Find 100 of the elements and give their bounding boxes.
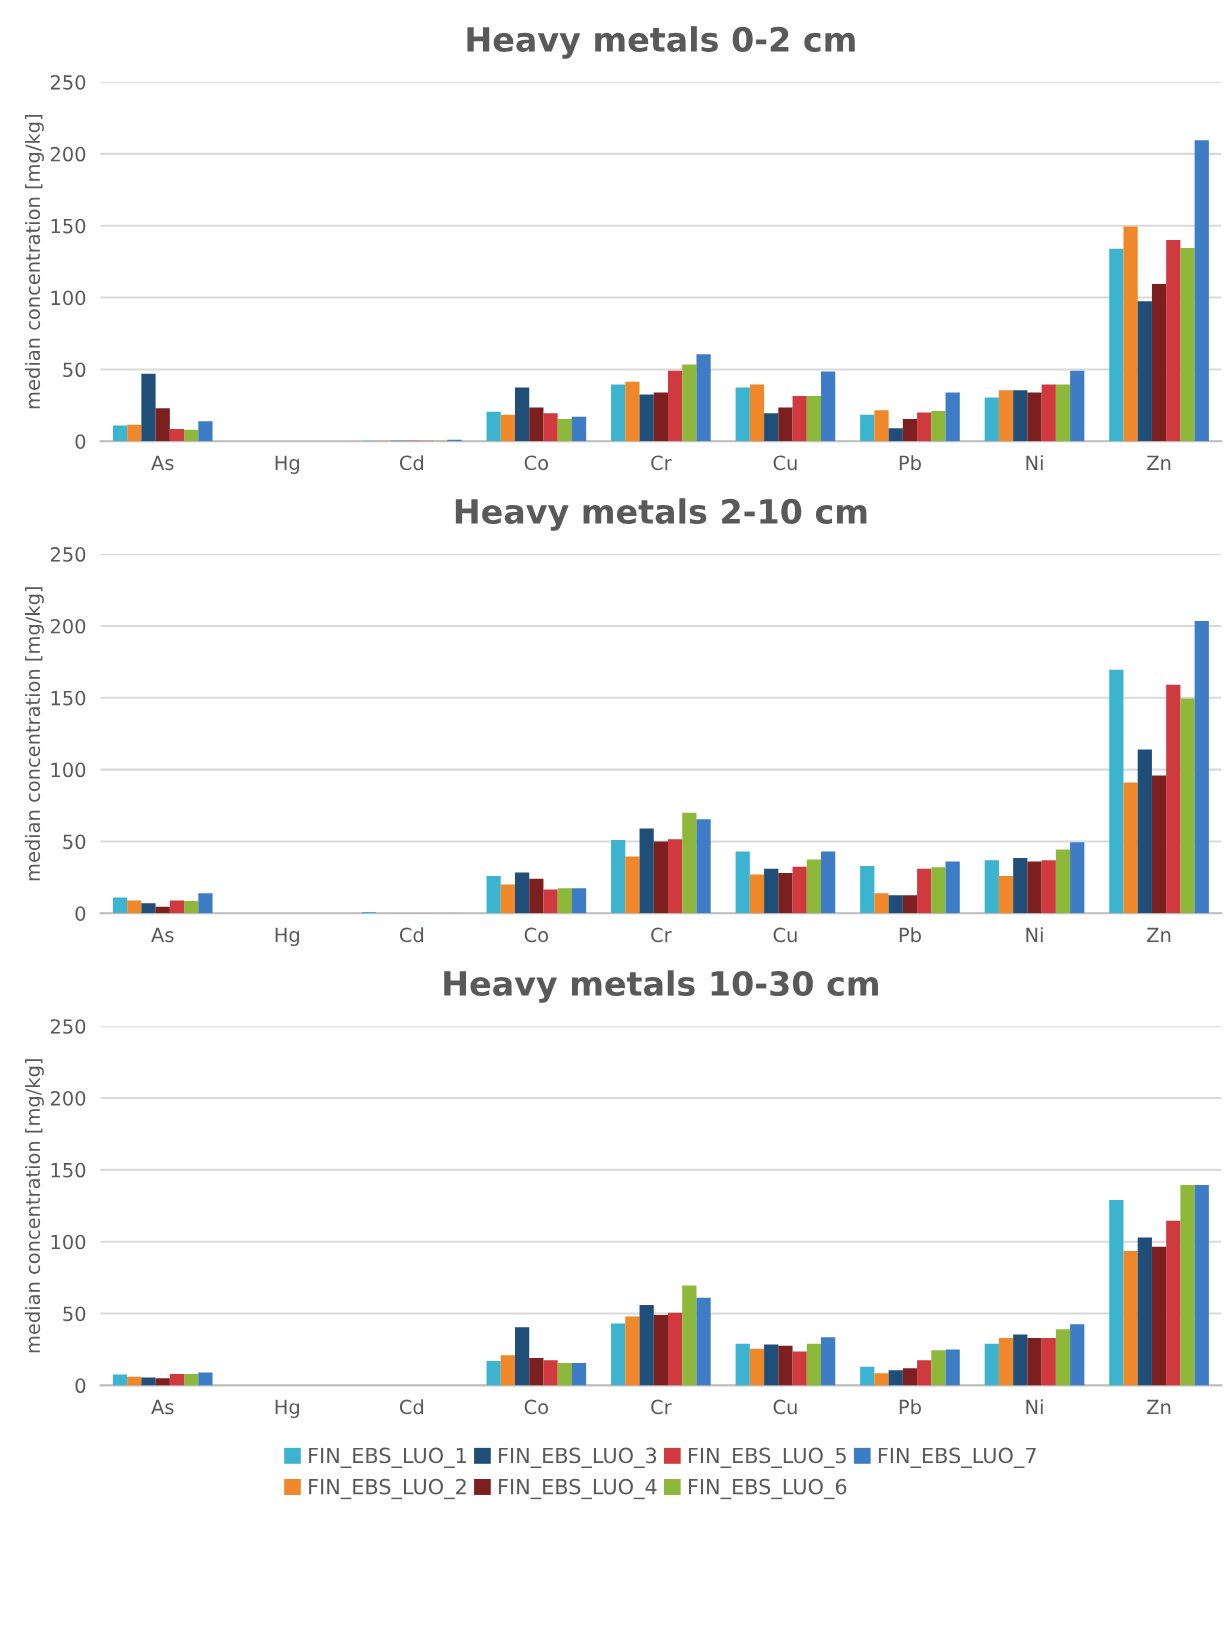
bar	[792, 1351, 807, 1386]
bar	[611, 384, 626, 442]
bar	[749, 874, 765, 914]
bar	[792, 396, 807, 442]
y-tick-label: 50	[63, 834, 86, 850]
bar	[735, 1343, 750, 1386]
bar	[653, 1314, 668, 1386]
x-tick-label: As	[151, 455, 174, 471]
bar	[155, 408, 170, 442]
bar	[1137, 1237, 1152, 1386]
bar	[486, 1360, 501, 1386]
x-tick-label: Hg	[275, 1399, 299, 1419]
legend-label: FIN_EBS_LUO_7	[878, 1447, 1036, 1468]
bar	[888, 895, 903, 914]
bar	[155, 906, 170, 914]
y-axis-title: median concentration [mg/kg]	[25, 1059, 44, 1353]
bar	[888, 428, 903, 442]
bar	[557, 888, 572, 914]
bar	[917, 1360, 932, 1386]
chart-title: Heavy metals 10-30 cm	[444, 970, 878, 1003]
bar	[1013, 858, 1028, 914]
x-tick-label: Pb	[899, 455, 921, 471]
bar	[169, 1373, 185, 1386]
bar	[931, 1350, 946, 1386]
y-tick-label: 250	[50, 1019, 86, 1034]
bar	[486, 411, 501, 442]
bar	[1137, 301, 1152, 442]
bar	[874, 893, 889, 914]
x-tick-label: Co	[524, 1399, 549, 1415]
legend-label: FIN_EBS_LUO_1	[309, 1447, 466, 1468]
x-tick-label: Pb	[899, 927, 921, 943]
bar	[198, 1372, 213, 1386]
bar	[778, 1345, 793, 1386]
x-tick-label: Cr	[651, 455, 672, 471]
legend-label: FIN_EBS_LUO_4	[499, 1478, 657, 1500]
bar	[735, 387, 750, 442]
bar	[557, 1363, 572, 1386]
bar	[696, 1297, 711, 1386]
bar	[806, 396, 822, 442]
bar	[557, 418, 572, 442]
bar	[184, 1373, 199, 1386]
bar	[1070, 370, 1085, 442]
bar	[486, 875, 501, 914]
bar	[984, 1343, 999, 1386]
bar	[571, 1363, 587, 1386]
x-tick-label: Cr	[651, 1399, 672, 1415]
x-tick-label: Hg	[275, 455, 299, 474]
x-tick-label: Ni	[1026, 927, 1043, 942]
y-axis-title: median concentration [mg/kg]	[25, 587, 44, 881]
x-tick-label: Hg	[275, 927, 299, 947]
bar	[1180, 248, 1195, 442]
bar	[112, 425, 128, 442]
bar	[500, 884, 515, 914]
x-tick-label: Co	[524, 927, 549, 943]
bar	[1123, 782, 1138, 914]
bar	[749, 384, 765, 442]
bar	[1194, 140, 1209, 442]
bar	[945, 392, 960, 442]
bar	[1041, 860, 1056, 914]
bar	[653, 841, 668, 914]
bar	[198, 421, 213, 442]
bar	[155, 1378, 170, 1386]
chart-title: Heavy metals 0-2 cm	[467, 26, 855, 59]
bar	[1055, 849, 1071, 914]
y-tick-label: 50	[63, 1306, 86, 1322]
bar	[543, 889, 558, 914]
bar	[902, 1368, 918, 1386]
bar	[931, 411, 946, 442]
bar	[543, 1360, 558, 1386]
legend-label: FIN_EBS_LUO_5	[688, 1447, 846, 1468]
bar	[169, 900, 185, 914]
bar	[1070, 842, 1085, 914]
bar	[945, 1349, 960, 1386]
bar	[668, 370, 683, 442]
bar	[625, 1316, 640, 1386]
bar	[141, 373, 156, 442]
bar	[500, 414, 515, 442]
bar	[860, 414, 875, 442]
x-tick-label: Cd	[399, 455, 423, 471]
x-tick-label: Co	[524, 455, 549, 471]
bar	[1166, 684, 1181, 914]
bar	[529, 407, 544, 442]
bar	[860, 1366, 875, 1386]
bar	[682, 364, 697, 442]
bar	[764, 868, 779, 914]
bar	[984, 397, 999, 442]
x-tick-label: Cr	[651, 927, 672, 943]
x-tick-label: Zn	[1147, 1399, 1171, 1415]
bar	[1013, 390, 1028, 442]
bar	[625, 381, 640, 442]
x-tick-label: Pb	[899, 1399, 921, 1415]
bar	[571, 888, 587, 914]
bar	[1194, 1184, 1209, 1386]
bar	[917, 412, 932, 442]
bar	[806, 1343, 822, 1386]
bar	[141, 1377, 156, 1386]
bar	[1166, 240, 1181, 442]
bar	[682, 812, 697, 914]
bar	[611, 1323, 626, 1386]
bar	[764, 1344, 779, 1386]
